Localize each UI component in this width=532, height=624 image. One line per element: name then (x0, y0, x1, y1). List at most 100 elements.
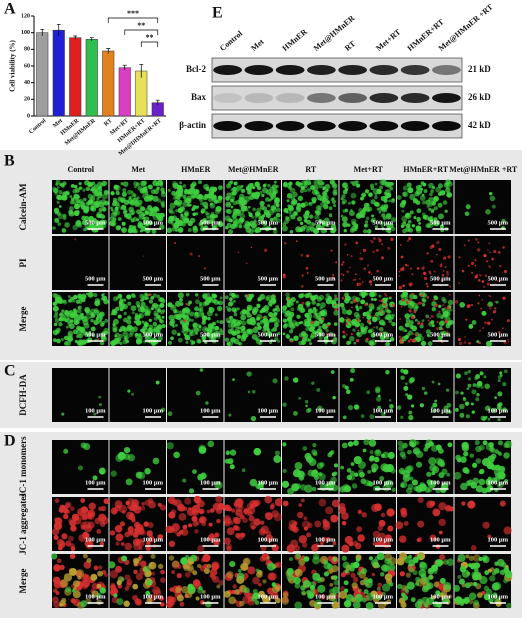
cell-dot (386, 306, 389, 309)
cell-dot (339, 590, 348, 599)
cell-dot (353, 404, 360, 410)
cell-dot (167, 411, 173, 417)
cell-dot (99, 340, 105, 346)
blot-band (307, 93, 336, 103)
cell-dot (185, 197, 192, 204)
lane-label: Met (249, 37, 266, 53)
cell-dot (126, 189, 132, 195)
micrograph: 100 μm (165, 553, 224, 608)
cell-dot (333, 303, 339, 309)
cell-dot (411, 332, 415, 336)
cell-dot (54, 301, 58, 306)
blot-size-label: 26 kD (468, 92, 491, 102)
cell-dot (310, 185, 315, 190)
cell-dot (188, 523, 193, 528)
cell-dot (120, 577, 125, 582)
cell-dot (379, 185, 384, 190)
cell-dot (350, 332, 354, 336)
cell-dot (400, 368, 405, 373)
cell-dot (379, 310, 382, 313)
cell-dot (216, 584, 221, 589)
cell-dot (303, 516, 308, 521)
cell-dot (273, 318, 280, 325)
cell-dot (361, 597, 367, 603)
cell-dot (281, 480, 290, 488)
cell-dot (356, 331, 363, 338)
cell-dot (351, 200, 356, 205)
micrograph: 100 μm (224, 368, 281, 422)
cell-dot (384, 189, 391, 196)
cell-dot (376, 249, 379, 252)
cell-dot (54, 498, 60, 504)
cell-dot (363, 589, 369, 595)
cell-dot (361, 257, 364, 260)
cell-dot (299, 221, 304, 226)
cell-dot (123, 209, 128, 214)
cell-dot (464, 211, 470, 217)
cell-dot (417, 536, 423, 542)
cell-dot (270, 196, 274, 201)
cell-dot (484, 321, 487, 324)
cell-dot (217, 185, 223, 191)
cell-dot (457, 338, 461, 342)
cell-dot (503, 578, 508, 584)
cell-dot (288, 211, 292, 215)
cell-dot (355, 339, 360, 343)
cell-dot (306, 292, 312, 298)
cell-dot (248, 515, 255, 522)
cell-dot (203, 267, 207, 270)
cell-dot (261, 214, 266, 218)
blot-band (338, 121, 367, 131)
cell-dot (271, 582, 277, 587)
cell-dot (70, 184, 75, 188)
panel-label: D (4, 433, 16, 450)
cell-dot (143, 196, 150, 202)
cell-dot (99, 316, 103, 320)
cell-dot (158, 336, 163, 342)
cell-dot (312, 443, 317, 448)
cell-dot (321, 317, 324, 321)
cell-dot (160, 201, 165, 206)
cell-dot (139, 210, 143, 214)
sig-label: ** (146, 33, 154, 42)
cell-dot (282, 182, 288, 188)
cell-dot (223, 504, 231, 512)
cell-dot (210, 193, 214, 196)
cell-dot (308, 589, 316, 596)
cell-dot (122, 331, 129, 338)
column-label: Met+RT (354, 165, 384, 174)
cell-dot (489, 195, 496, 202)
micrograph: 100 μm (453, 553, 513, 609)
cell-dot (310, 320, 314, 324)
cell-dot (400, 415, 404, 419)
cell-dot (90, 319, 94, 323)
cell-dot (69, 195, 73, 198)
cell-dot (184, 334, 191, 341)
cell-dot (381, 297, 388, 304)
cell-dot (93, 565, 99, 571)
cell-dot (80, 521, 88, 529)
cell-dot (408, 320, 414, 326)
cell-dot (497, 379, 501, 383)
cell-dot (489, 575, 496, 582)
error-bar (155, 99, 160, 106)
cell-dot (372, 541, 377, 547)
cell-dot (320, 594, 326, 600)
cell-dot (484, 570, 490, 575)
cell-dot (411, 338, 415, 343)
cell-dot (399, 318, 402, 320)
cell-dot (478, 557, 483, 562)
cell-dot (275, 305, 280, 309)
cell-dot (294, 601, 303, 610)
cell-dot (115, 541, 120, 546)
cell-dot (254, 600, 260, 605)
micrograph: 100 μm (52, 368, 109, 422)
cell-dot (121, 191, 127, 197)
cell-dot (271, 510, 279, 518)
cell-dot (114, 332, 120, 338)
cell-dot (460, 482, 468, 491)
cell-dot (60, 337, 65, 342)
cell-dot (342, 335, 346, 339)
scale-label: 100 μm (143, 407, 164, 414)
cell-dot (357, 322, 361, 327)
